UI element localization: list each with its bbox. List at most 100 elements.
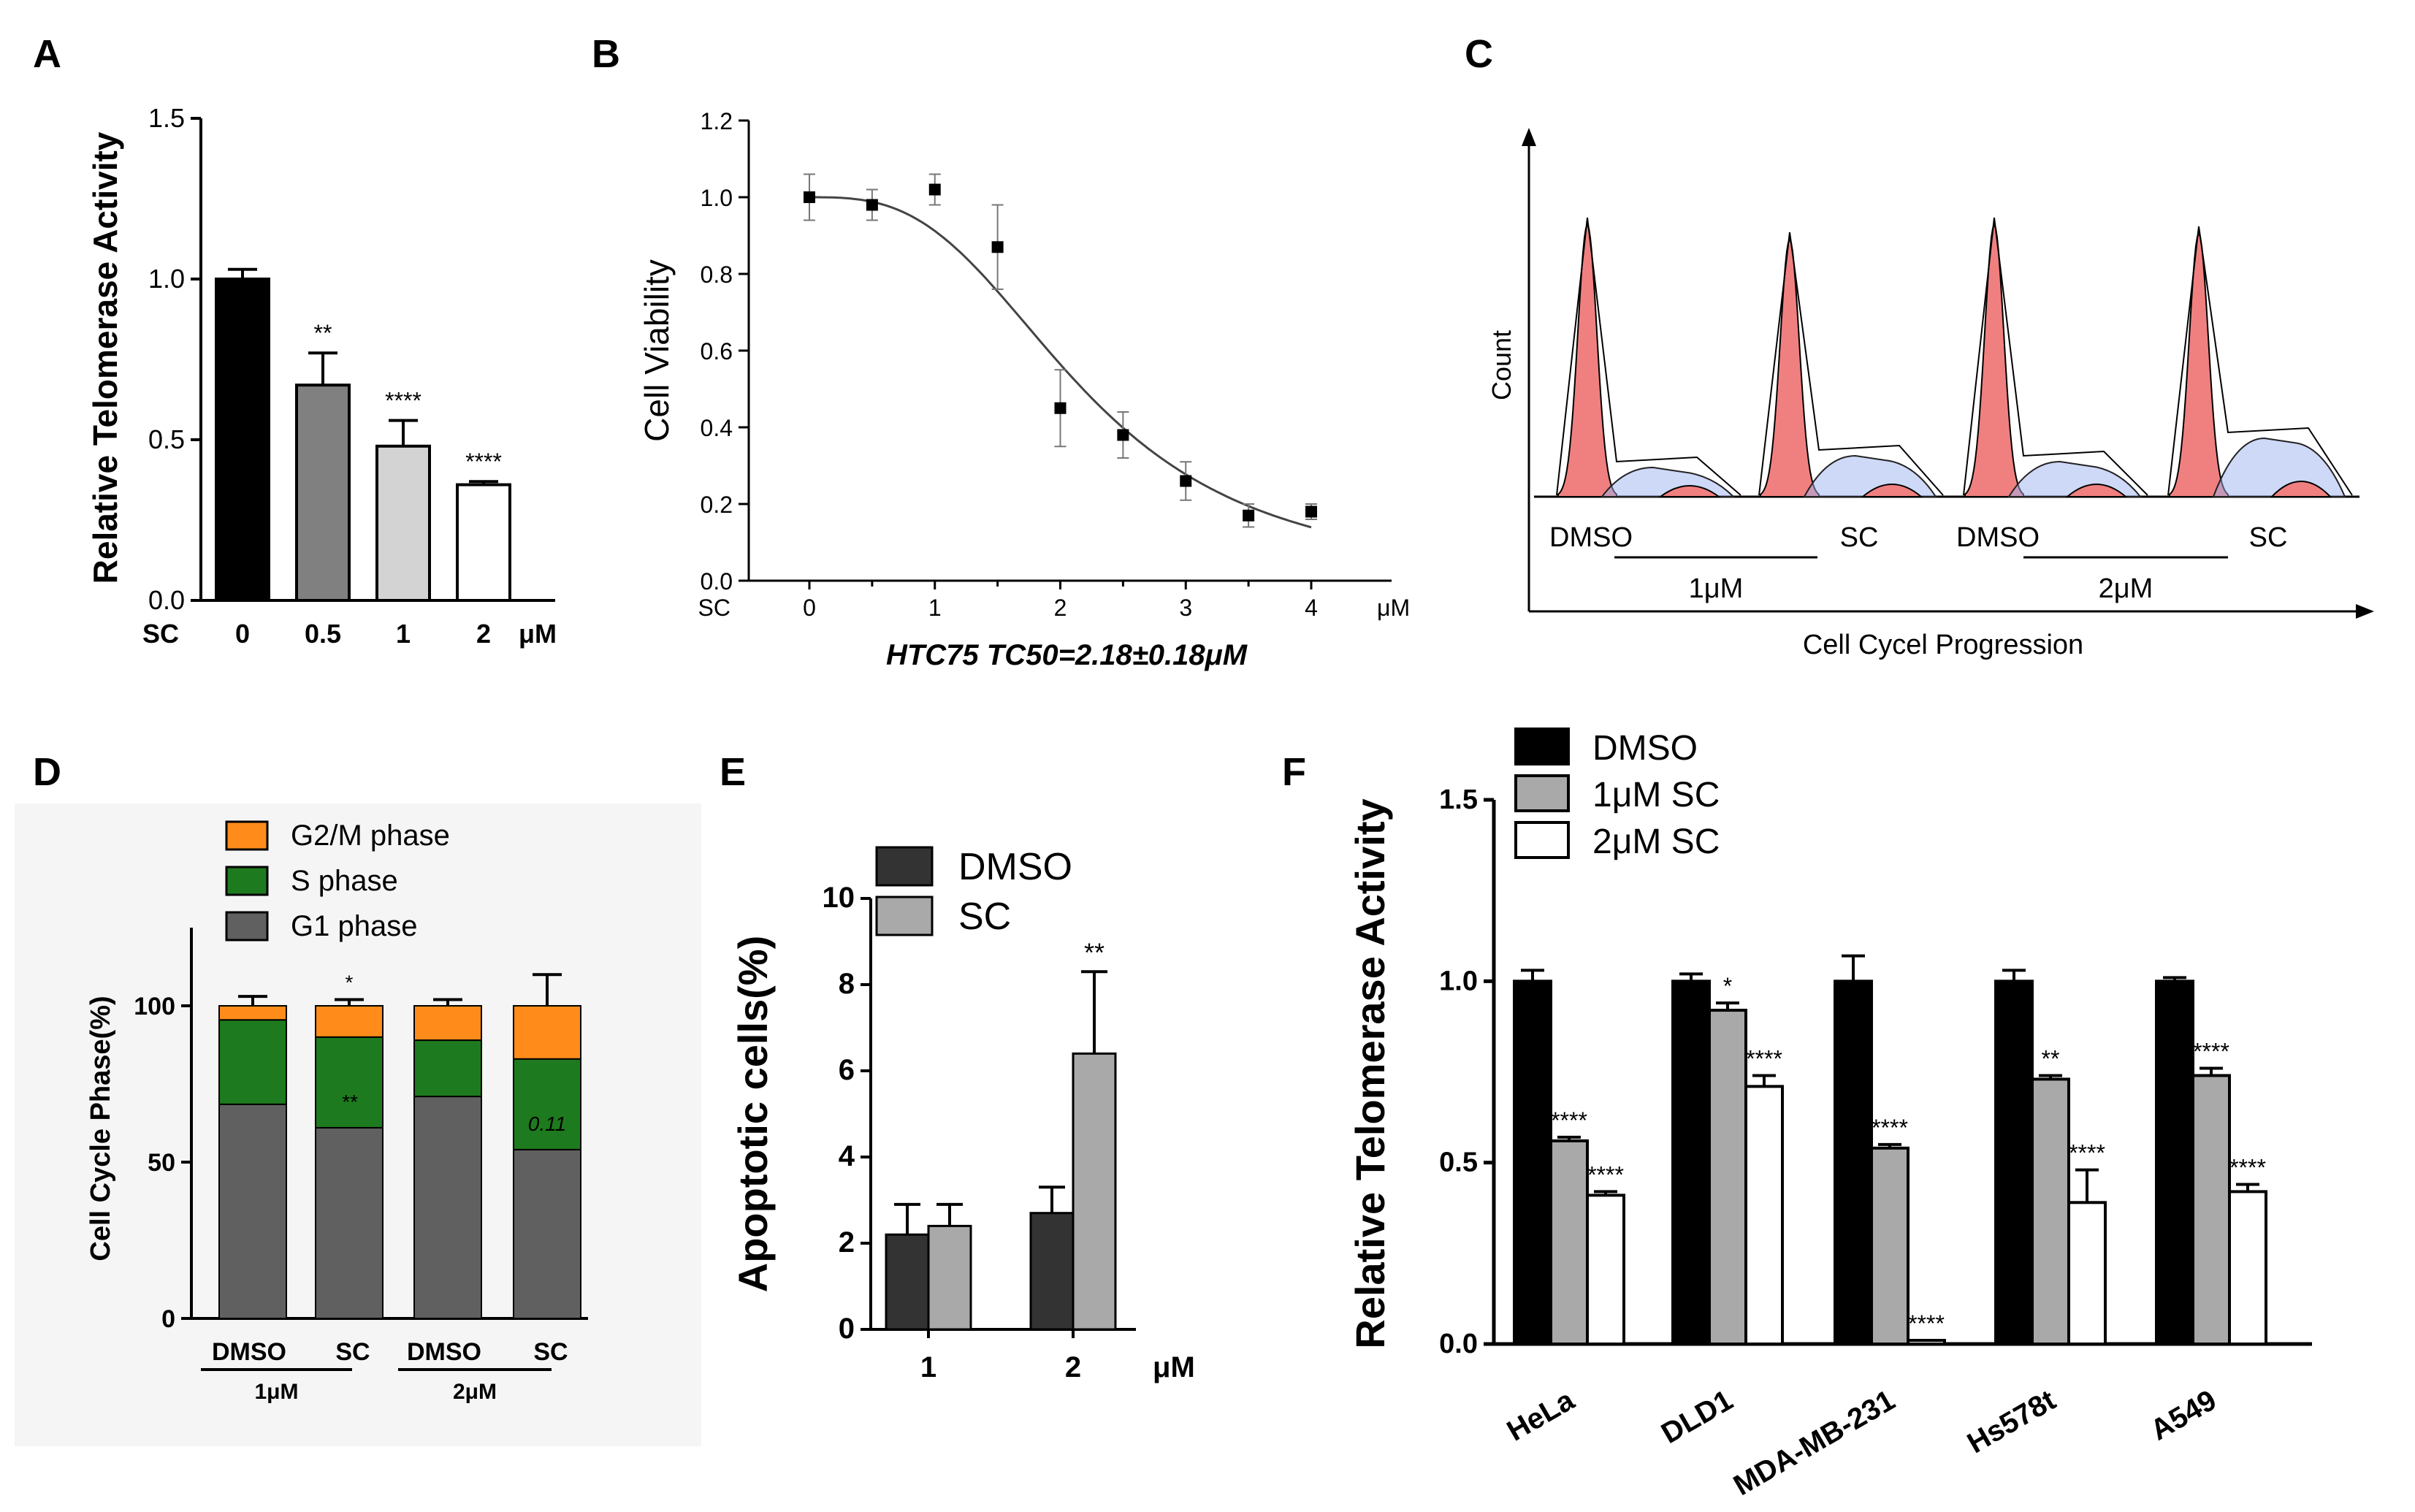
x-tick-label: 1: [928, 595, 942, 621]
bar-1-3: [2031, 1077, 2070, 1346]
g2-peak: [1657, 485, 1722, 497]
bar-1-4: [2191, 1074, 2231, 1345]
y-axis-tick-label: 8: [839, 968, 855, 1000]
bar-1-2: [1870, 1146, 1910, 1346]
legend-label: G2/M phase: [291, 820, 450, 852]
bar-error-0-0: [894, 1202, 920, 1235]
bar-1: [295, 383, 351, 602]
x-axis-title: HTC75 TC50=2.18±0.18μM: [886, 639, 1248, 671]
bar-0-1: [1671, 980, 1711, 1346]
data-point-1: [866, 199, 878, 211]
x-tick-label: 3: [1179, 595, 1192, 621]
panel-a-chart: 0 ** 0.5 **** 1 **** 2 0.0 0.5 1.0 1.5 SC μM Relative…: [86, 103, 557, 649]
significance-label: ****: [1872, 1115, 1908, 1141]
annotation-label: *: [346, 971, 354, 993]
y-axis-tick-label: 0.5: [1439, 1148, 1478, 1178]
x-tick-label: 2: [1054, 595, 1067, 621]
legend-label: S phase: [291, 865, 398, 897]
y-axis-tick-label: 0.0: [148, 585, 185, 615]
bar-error-0-1: [1039, 1185, 1065, 1213]
panel-f-chart: 0.00.51.01.5********HeLa*****DLD1*******…: [1347, 728, 2312, 1502]
y-axis-tick-label: 0.8: [701, 261, 733, 288]
bar-error-2-1: [1752, 1074, 1776, 1087]
legend-swatch-0: [1514, 728, 1570, 765]
data-point-2: [928, 183, 941, 196]
bar-error-2: [389, 419, 418, 446]
bar-error-2-3: [2075, 1168, 2099, 1203]
x-axis-title: Cell Cycel Progression: [1803, 630, 2083, 660]
bar-0-3: [1994, 980, 2034, 1346]
overlay-outline: [1963, 217, 2148, 496]
stacked-segment-1-0: [218, 1019, 287, 1105]
bar-0: [215, 278, 270, 602]
y-axis-title: Relative Telomerase Activity: [1347, 798, 1393, 1348]
bar-1-1: [1708, 1009, 1747, 1345]
significance-label: ****: [2193, 1039, 2229, 1065]
significance-label: ****: [2229, 1154, 2266, 1180]
bar-2-1: [1744, 1085, 1784, 1346]
data-point-8: [1305, 505, 1317, 518]
y-axis-arrow: [1522, 128, 1536, 146]
data-point-5: [1117, 429, 1129, 441]
x-prefix: SC: [142, 619, 179, 649]
histogram-3: [2167, 226, 2353, 497]
bar-error-1-0: [936, 1202, 963, 1226]
panel-label-b: B: [592, 32, 620, 76]
data-point-6: [1180, 475, 1192, 487]
significance-label: ****: [1908, 1310, 1945, 1337]
stacked-segment-2-0: [218, 1005, 287, 1021]
legend-swatch-0: [225, 911, 269, 942]
bar-error-0-3: [2002, 969, 2026, 982]
data-point-7: [1243, 509, 1255, 522]
y-axis-tick-label: 6: [839, 1054, 855, 1086]
bar-1-0: [927, 1224, 972, 1331]
x-axis-arrow: [2356, 604, 2374, 619]
stacked-segment-1-1: [315, 1036, 384, 1129]
significance-label: ****: [2069, 1140, 2105, 1167]
x-tick-label: 2: [1065, 1351, 1081, 1383]
bar-3: [456, 483, 511, 602]
legend-swatch-1: [225, 866, 269, 896]
significance-label: **: [2042, 1045, 2060, 1072]
x-tick-label: 0: [803, 595, 816, 621]
legend-label: 2μM SC: [1592, 822, 1720, 861]
segment-error-2-0: [238, 995, 267, 1006]
bar-2-3: [2067, 1201, 2107, 1346]
significance-label: ****: [1746, 1045, 1782, 1072]
bar-0-2: [1834, 980, 1873, 1346]
segment-error-2-3: [533, 973, 562, 1006]
bar-1-1: [1072, 1052, 1117, 1331]
y-axis-title: Apoptotic cells(%): [730, 936, 776, 1292]
annotation-label: 0.11: [528, 1112, 566, 1135]
g2-peak: [2065, 484, 2128, 497]
histogram-2: [1963, 217, 2148, 497]
y-axis-tick-label: 100: [134, 993, 175, 1020]
y-axis-tick-label: 1.2: [701, 108, 733, 134]
panel-label-e: E: [720, 750, 746, 794]
stacked-segment-1-3: [513, 1058, 581, 1150]
overlay-outline: [1758, 232, 1944, 496]
g2-peak: [1861, 484, 1923, 497]
sample-label: SC: [1840, 522, 1879, 553]
stacked-segment-2-1: [315, 1005, 384, 1038]
stacked-segment-2-2: [413, 1005, 482, 1042]
significance-label: ****: [1551, 1107, 1587, 1134]
group-label: 2μM: [2099, 573, 2153, 604]
y-axis-tick-label: 0.2: [701, 492, 733, 518]
group-label: 1μM: [254, 1380, 298, 1404]
y-axis-tick-label: 2: [839, 1226, 855, 1259]
sample-label: DMSO: [1549, 522, 1633, 553]
y-axis-tick-label: 1.5: [148, 103, 185, 133]
x-tick-label: 0: [235, 619, 250, 649]
y-axis-tick-label: 0.0: [1439, 1329, 1478, 1359]
legend-swatch-1: [875, 896, 934, 936]
sample-label: SC: [2249, 522, 2288, 553]
bar-error-1: [308, 351, 337, 386]
bar-error-0-2: [1842, 954, 1865, 982]
x-tick-label: 2: [476, 619, 491, 649]
y-axis-tick-label: 1.0: [148, 264, 185, 294]
significance-label: **: [314, 320, 332, 346]
stacked-segment-1-2: [413, 1039, 482, 1098]
